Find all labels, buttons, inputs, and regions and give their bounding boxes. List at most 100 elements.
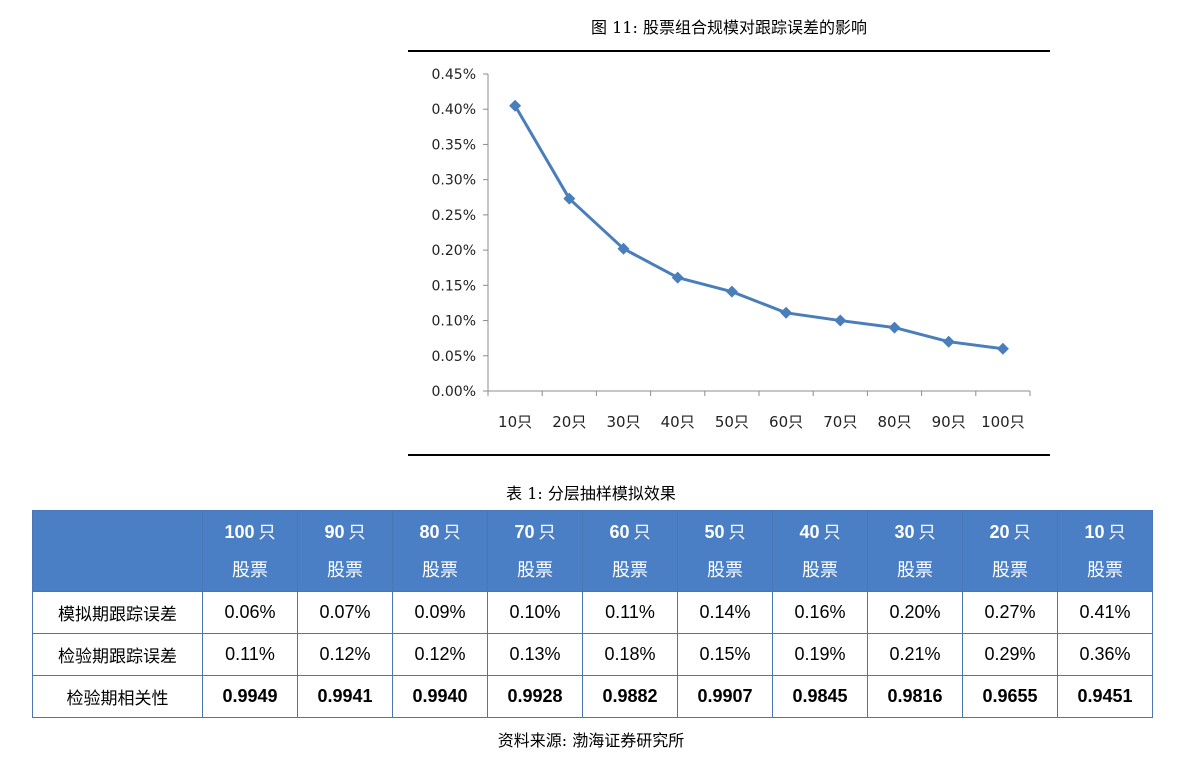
y-tick-label: 0.40% [432,102,476,118]
data-point-marker [671,271,684,284]
header-cell: 20 只股票 [962,510,1058,592]
y-axis: 0.00% 0.05% 0.10% 0.15% 0.20% 0.25% 0.30% 0.35%… [432,67,489,400]
x-tick-label: 70只 [823,413,857,431]
x-tick-label: 50只 [715,413,749,431]
table-cell: 0.10% [487,591,583,634]
header-sub: 股票 [422,559,458,581]
x-tick-label: 90只 [932,413,966,431]
header-unit: 只 [728,522,746,543]
header-count: 90 [324,521,345,542]
header-sub: 股票 [707,559,743,581]
x-axis: 10只 20只 30只 40只 50只 60只 70只 80只 90只 100只 [487,390,1031,431]
header-count: 100 [224,521,255,542]
header-unit: 只 [823,522,841,543]
data-point-marker [563,192,576,205]
header-unit: 只 [443,522,461,543]
y-tick-label: 0.25% [432,208,476,224]
table-cell: 0.18% [582,633,678,676]
table-cell: 0.9940 [392,675,488,718]
table-cell: 0.9941 [297,675,393,718]
table-cell: 0.06% [202,591,298,634]
y-tick-label: 0.10% [432,314,476,330]
header-unit: 只 [348,522,366,543]
header-sub: 股票 [992,559,1028,581]
data-point-marker [996,342,1009,355]
header-count: 30 [894,521,915,542]
table-cell: 0.11% [202,633,298,676]
y-tick-label: 0.00% [432,384,476,400]
x-tick-label: 60只 [769,413,803,431]
y-tick-label: 0.20% [432,243,476,259]
header-sub: 股票 [897,559,933,581]
source-note: 资料来源: 渤海证券研究所 [497,731,685,750]
data-point-marker [834,314,847,327]
x-tick-label: 40只 [661,413,695,431]
figure-bottom-rule [408,454,1050,456]
table-cell: 0.29% [962,633,1058,676]
header-unit: 只 [918,522,936,543]
y-tick-label: 0.45% [432,67,476,83]
row-label: 模拟期跟踪误差 [32,591,203,634]
data-point-marker [780,306,793,319]
y-tick-label: 0.05% [432,349,476,365]
row-label: 检验期跟踪误差 [32,633,203,676]
header-count: 40 [799,521,820,542]
header-sub: 股票 [517,559,553,581]
y-tick-label: 0.30% [432,173,476,189]
header-count: 50 [704,521,725,542]
header-cell: 70 只股票 [487,510,583,592]
table-cell: 0.9949 [202,675,298,718]
table-cell: 0.11% [582,591,678,634]
table-cell: 0.36% [1057,633,1153,676]
header-count: 10 [1084,521,1105,542]
table-cell: 0.41% [1057,591,1153,634]
header-unit: 只 [258,522,276,543]
data-point-marker [888,321,901,334]
header-unit: 只 [1108,522,1126,543]
table-cell: 0.9882 [582,675,678,718]
data-point-marker [725,285,738,298]
header-sub: 股票 [232,559,268,581]
data-point-marker [942,335,955,348]
x-tick-label: 100只 [981,413,1025,431]
header-count: 20 [989,521,1010,542]
table-cell: 0.19% [772,633,868,676]
series-tracking-error [509,99,1009,355]
y-tick-label: 0.35% [432,137,476,153]
table-cell: 0.9928 [487,675,583,718]
header-cell: 40 只股票 [772,510,868,592]
table-cell: 0.12% [297,633,393,676]
data-point-marker [617,242,630,255]
data-point-marker [509,99,522,112]
header-unit: 只 [633,522,651,543]
table-cell: 0.9816 [867,675,963,718]
table-cell: 0.20% [867,591,963,634]
sampling-results-table: 100 只股票 90 只股票 80 只股票 70 只股票 60 只股票 50 只股票 40 只股票 30 只股… [32,510,1153,718]
header-sub: 股票 [612,559,648,581]
header-count: 70 [514,521,535,542]
header-corner-cell [32,510,203,592]
table-cell: 0.9907 [677,675,773,718]
header-cell: 80 只股票 [392,510,488,592]
table-row: 检验期跟踪误差 0.11% 0.12% 0.12% 0.13% 0.18% 0.15% 0.1… [32,633,1153,676]
y-tick-label: 0.15% [432,278,476,294]
header-unit: 只 [1013,522,1031,543]
table-cell: 0.14% [677,591,773,634]
series-line [513,104,1004,351]
table-row: 模拟期跟踪误差 0.06% 0.07% 0.09% 0.10% 0.11% 0.14% 0.1… [32,591,1153,634]
header-unit: 只 [538,522,556,543]
table-title: 表 1: 分层抽样模拟效果 [506,484,676,503]
header-cell: 10 只股票 [1057,510,1153,592]
header-cell: 90 只股票 [297,510,393,592]
header-count: 60 [609,521,630,542]
table-header-row: 100 只股票 90 只股票 80 只股票 70 只股票 60 只股票 50 只股票 40 只股票 30 只股… [32,510,1153,592]
header-cell: 50 只股票 [677,510,773,592]
header-cell: 60 只股票 [582,510,678,592]
row-label: 检验期相关性 [32,675,203,718]
table-cell: 0.15% [677,633,773,676]
table-cell: 0.16% [772,591,868,634]
x-tick-label: 30只 [606,413,640,431]
figure-top-rule [408,50,1050,52]
x-tick-label: 10只 [498,413,532,431]
table-cell: 0.12% [392,633,488,676]
